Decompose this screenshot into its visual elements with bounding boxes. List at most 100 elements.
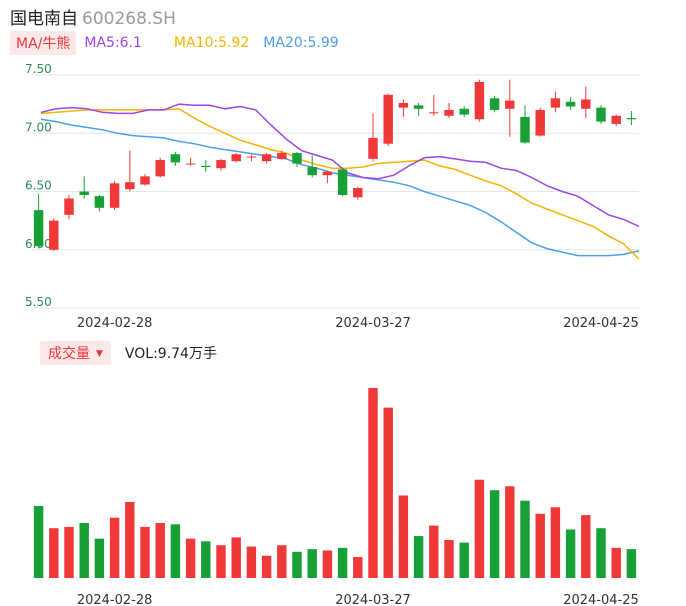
volume-bar xyxy=(64,526,74,578)
volume-bar xyxy=(322,550,333,578)
candlestick xyxy=(109,181,120,211)
candle-body xyxy=(520,116,530,143)
volume-bar xyxy=(429,525,439,578)
volume-bar xyxy=(140,526,150,578)
volume-bar xyxy=(277,545,287,578)
volume-bar xyxy=(581,515,591,578)
ma10-line xyxy=(40,108,640,260)
volume-bar xyxy=(261,555,272,578)
ma5-legend: MA5:6.1 xyxy=(84,35,142,51)
candle-body xyxy=(33,210,44,247)
candle-body xyxy=(459,108,469,115)
candlestick xyxy=(79,176,89,199)
ma10-legend: MA10:5.92 xyxy=(173,35,250,51)
candle-body xyxy=(125,182,135,190)
volume-bar xyxy=(550,507,561,578)
volume-value: VOL:9.74万手 xyxy=(124,346,217,362)
price-tick-label: 7.00 xyxy=(25,120,52,134)
volume-bar xyxy=(611,547,621,578)
volume-bar xyxy=(185,538,196,578)
candlestick xyxy=(307,155,317,178)
volume-bar xyxy=(398,495,409,578)
candlestick xyxy=(596,105,606,124)
candle-body xyxy=(581,99,591,109)
date-axis-labels: 2024-02-28 2024-02-28 2024-03-27 2024-03-27… xyxy=(77,316,639,606)
candle-body xyxy=(292,153,302,164)
volume-bar xyxy=(307,549,317,578)
candle-body xyxy=(383,94,393,144)
volume-bars xyxy=(33,388,637,578)
candlestick xyxy=(429,94,439,116)
candle-body xyxy=(231,154,241,162)
price-tick-label: 7.50 xyxy=(25,62,52,76)
candlestick xyxy=(505,79,515,137)
volume-bar xyxy=(520,500,530,578)
candle-body xyxy=(246,156,257,158)
volume-bar xyxy=(626,549,637,578)
candlestick xyxy=(64,194,74,220)
candlestick xyxy=(277,150,287,161)
candlestick xyxy=(535,107,545,137)
volume-bar xyxy=(246,546,257,578)
volume-bar xyxy=(535,513,545,578)
volume-bar xyxy=(505,486,515,578)
candlestick xyxy=(626,111,637,126)
ma-indicator-selector[interactable]: MA/牛熊 xyxy=(10,31,77,55)
candle-body xyxy=(353,188,363,198)
candle-body xyxy=(596,107,606,122)
volume-bar xyxy=(216,545,226,578)
candle-body xyxy=(535,109,545,136)
candlestick xyxy=(125,150,135,192)
candle-body xyxy=(49,220,59,250)
volume-bar xyxy=(292,551,302,578)
stock-name: 国电南自 xyxy=(10,9,78,29)
candlestick xyxy=(94,194,105,212)
ma-legend: MA/牛熊 MA5:6.1 MA10:5.92 MA20:5.99 xyxy=(10,31,339,55)
candlestick xyxy=(292,151,302,168)
volume-bar xyxy=(170,524,181,578)
candle-body xyxy=(565,101,576,107)
candlestick xyxy=(155,157,165,178)
candle-body xyxy=(474,81,485,120)
candle-body xyxy=(429,112,439,114)
candlestick xyxy=(246,154,257,162)
volume-bar xyxy=(155,522,165,578)
volume-bar xyxy=(413,536,424,578)
candlestick xyxy=(185,157,196,166)
candlestick xyxy=(383,93,393,147)
volume-bar xyxy=(353,557,363,578)
candlestick xyxy=(201,160,211,172)
date-tick-label: 2024-03-27 xyxy=(335,316,411,331)
candlestick xyxy=(322,170,333,184)
candlestick xyxy=(398,99,409,117)
volume-legend: 成交量 ▼ VOL:9.74万手 xyxy=(40,341,217,365)
price-axis-labels: 7.507.006.506.005.50 xyxy=(25,62,52,309)
candlestick xyxy=(611,114,621,127)
candle-body xyxy=(398,102,409,108)
ma20-legend: MA20:5.99 xyxy=(263,35,339,51)
stock-code: 600268.SH xyxy=(82,9,176,29)
candlestick xyxy=(368,113,378,162)
candlestick xyxy=(353,186,363,200)
candle-body xyxy=(216,160,226,169)
dropdown-triangle-icon: ▼ xyxy=(96,349,103,359)
candle-body xyxy=(140,176,150,185)
candlestick xyxy=(231,153,241,163)
candle-body xyxy=(322,171,333,176)
candle-body xyxy=(94,196,105,208)
date-tick-label: 2024-02-28 xyxy=(77,593,153,606)
volume-indicator-selector[interactable]: 成交量 ▼ xyxy=(40,341,111,365)
candlestick xyxy=(140,174,150,186)
date-tick-label: 2024-04-25 xyxy=(563,593,639,606)
candlesticks xyxy=(33,79,637,251)
candle-body xyxy=(444,109,454,116)
candle-body xyxy=(170,154,181,163)
candlestick xyxy=(33,193,44,249)
candlestick xyxy=(520,105,530,144)
date-tick-label: 2024-04-25 xyxy=(563,316,639,331)
date-tick-label: 2024-03-27 xyxy=(335,593,411,606)
volume-bar xyxy=(565,529,576,578)
candle-body xyxy=(337,169,348,195)
candle-body xyxy=(505,100,515,109)
